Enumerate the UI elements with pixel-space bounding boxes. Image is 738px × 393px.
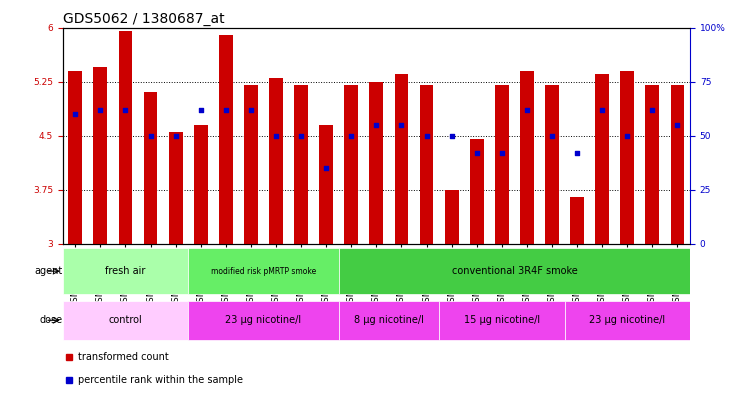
- Bar: [69, 71, 82, 244]
- Bar: [194, 125, 207, 244]
- Point: [621, 132, 633, 139]
- Bar: [520, 71, 534, 244]
- Bar: [646, 85, 659, 244]
- Bar: [269, 78, 283, 244]
- Bar: [445, 189, 458, 244]
- Point: [94, 107, 106, 113]
- Point: [571, 150, 583, 156]
- Bar: [63, 248, 188, 294]
- Point: [170, 132, 182, 139]
- Bar: [545, 85, 559, 244]
- Bar: [188, 248, 339, 294]
- Point: [220, 107, 232, 113]
- Point: [496, 150, 508, 156]
- Bar: [169, 132, 182, 244]
- Point: [370, 121, 382, 128]
- Bar: [339, 248, 690, 294]
- Text: 15 μg nicotine/l: 15 μg nicotine/l: [463, 315, 540, 325]
- Bar: [294, 85, 308, 244]
- Text: 8 μg nicotine/l: 8 μg nicotine/l: [354, 315, 424, 325]
- Bar: [439, 301, 565, 340]
- Text: modified risk pMRTP smoke: modified risk pMRTP smoke: [211, 267, 316, 275]
- Text: control: control: [108, 315, 142, 325]
- Point: [245, 107, 257, 113]
- Bar: [395, 74, 408, 244]
- Point: [546, 132, 558, 139]
- Bar: [420, 85, 433, 244]
- Bar: [94, 67, 107, 244]
- Point: [446, 132, 458, 139]
- Point: [596, 107, 608, 113]
- Bar: [320, 125, 333, 244]
- Bar: [345, 85, 358, 244]
- Text: agent: agent: [35, 266, 63, 276]
- Point: [69, 111, 81, 117]
- Point: [320, 165, 332, 171]
- Text: GDS5062 / 1380687_at: GDS5062 / 1380687_at: [63, 13, 224, 26]
- Point: [521, 107, 533, 113]
- Bar: [596, 74, 609, 244]
- Bar: [188, 301, 339, 340]
- Bar: [570, 197, 584, 244]
- Point: [195, 107, 207, 113]
- Point: [646, 107, 658, 113]
- Bar: [63, 301, 188, 340]
- Point: [145, 132, 156, 139]
- Text: conventional 3R4F smoke: conventional 3R4F smoke: [452, 266, 577, 276]
- Bar: [621, 71, 634, 244]
- Text: transformed count: transformed count: [78, 353, 169, 362]
- Bar: [244, 85, 258, 244]
- Point: [120, 107, 131, 113]
- Point: [270, 132, 282, 139]
- Bar: [119, 31, 132, 244]
- Bar: [565, 301, 690, 340]
- Text: percentile rank within the sample: percentile rank within the sample: [78, 375, 244, 385]
- Bar: [495, 85, 508, 244]
- Text: fresh air: fresh air: [106, 266, 145, 276]
- Point: [471, 150, 483, 156]
- Bar: [370, 81, 383, 244]
- Bar: [339, 301, 439, 340]
- Text: dose: dose: [40, 315, 63, 325]
- Point: [396, 121, 407, 128]
- Bar: [470, 139, 483, 244]
- Point: [295, 132, 307, 139]
- Bar: [671, 85, 684, 244]
- Bar: [219, 35, 232, 244]
- Point: [672, 121, 683, 128]
- Text: 23 μg nicotine/l: 23 μg nicotine/l: [589, 315, 666, 325]
- Text: 23 μg nicotine/l: 23 μg nicotine/l: [225, 315, 302, 325]
- Point: [345, 132, 357, 139]
- Point: [421, 132, 432, 139]
- Bar: [144, 92, 157, 244]
